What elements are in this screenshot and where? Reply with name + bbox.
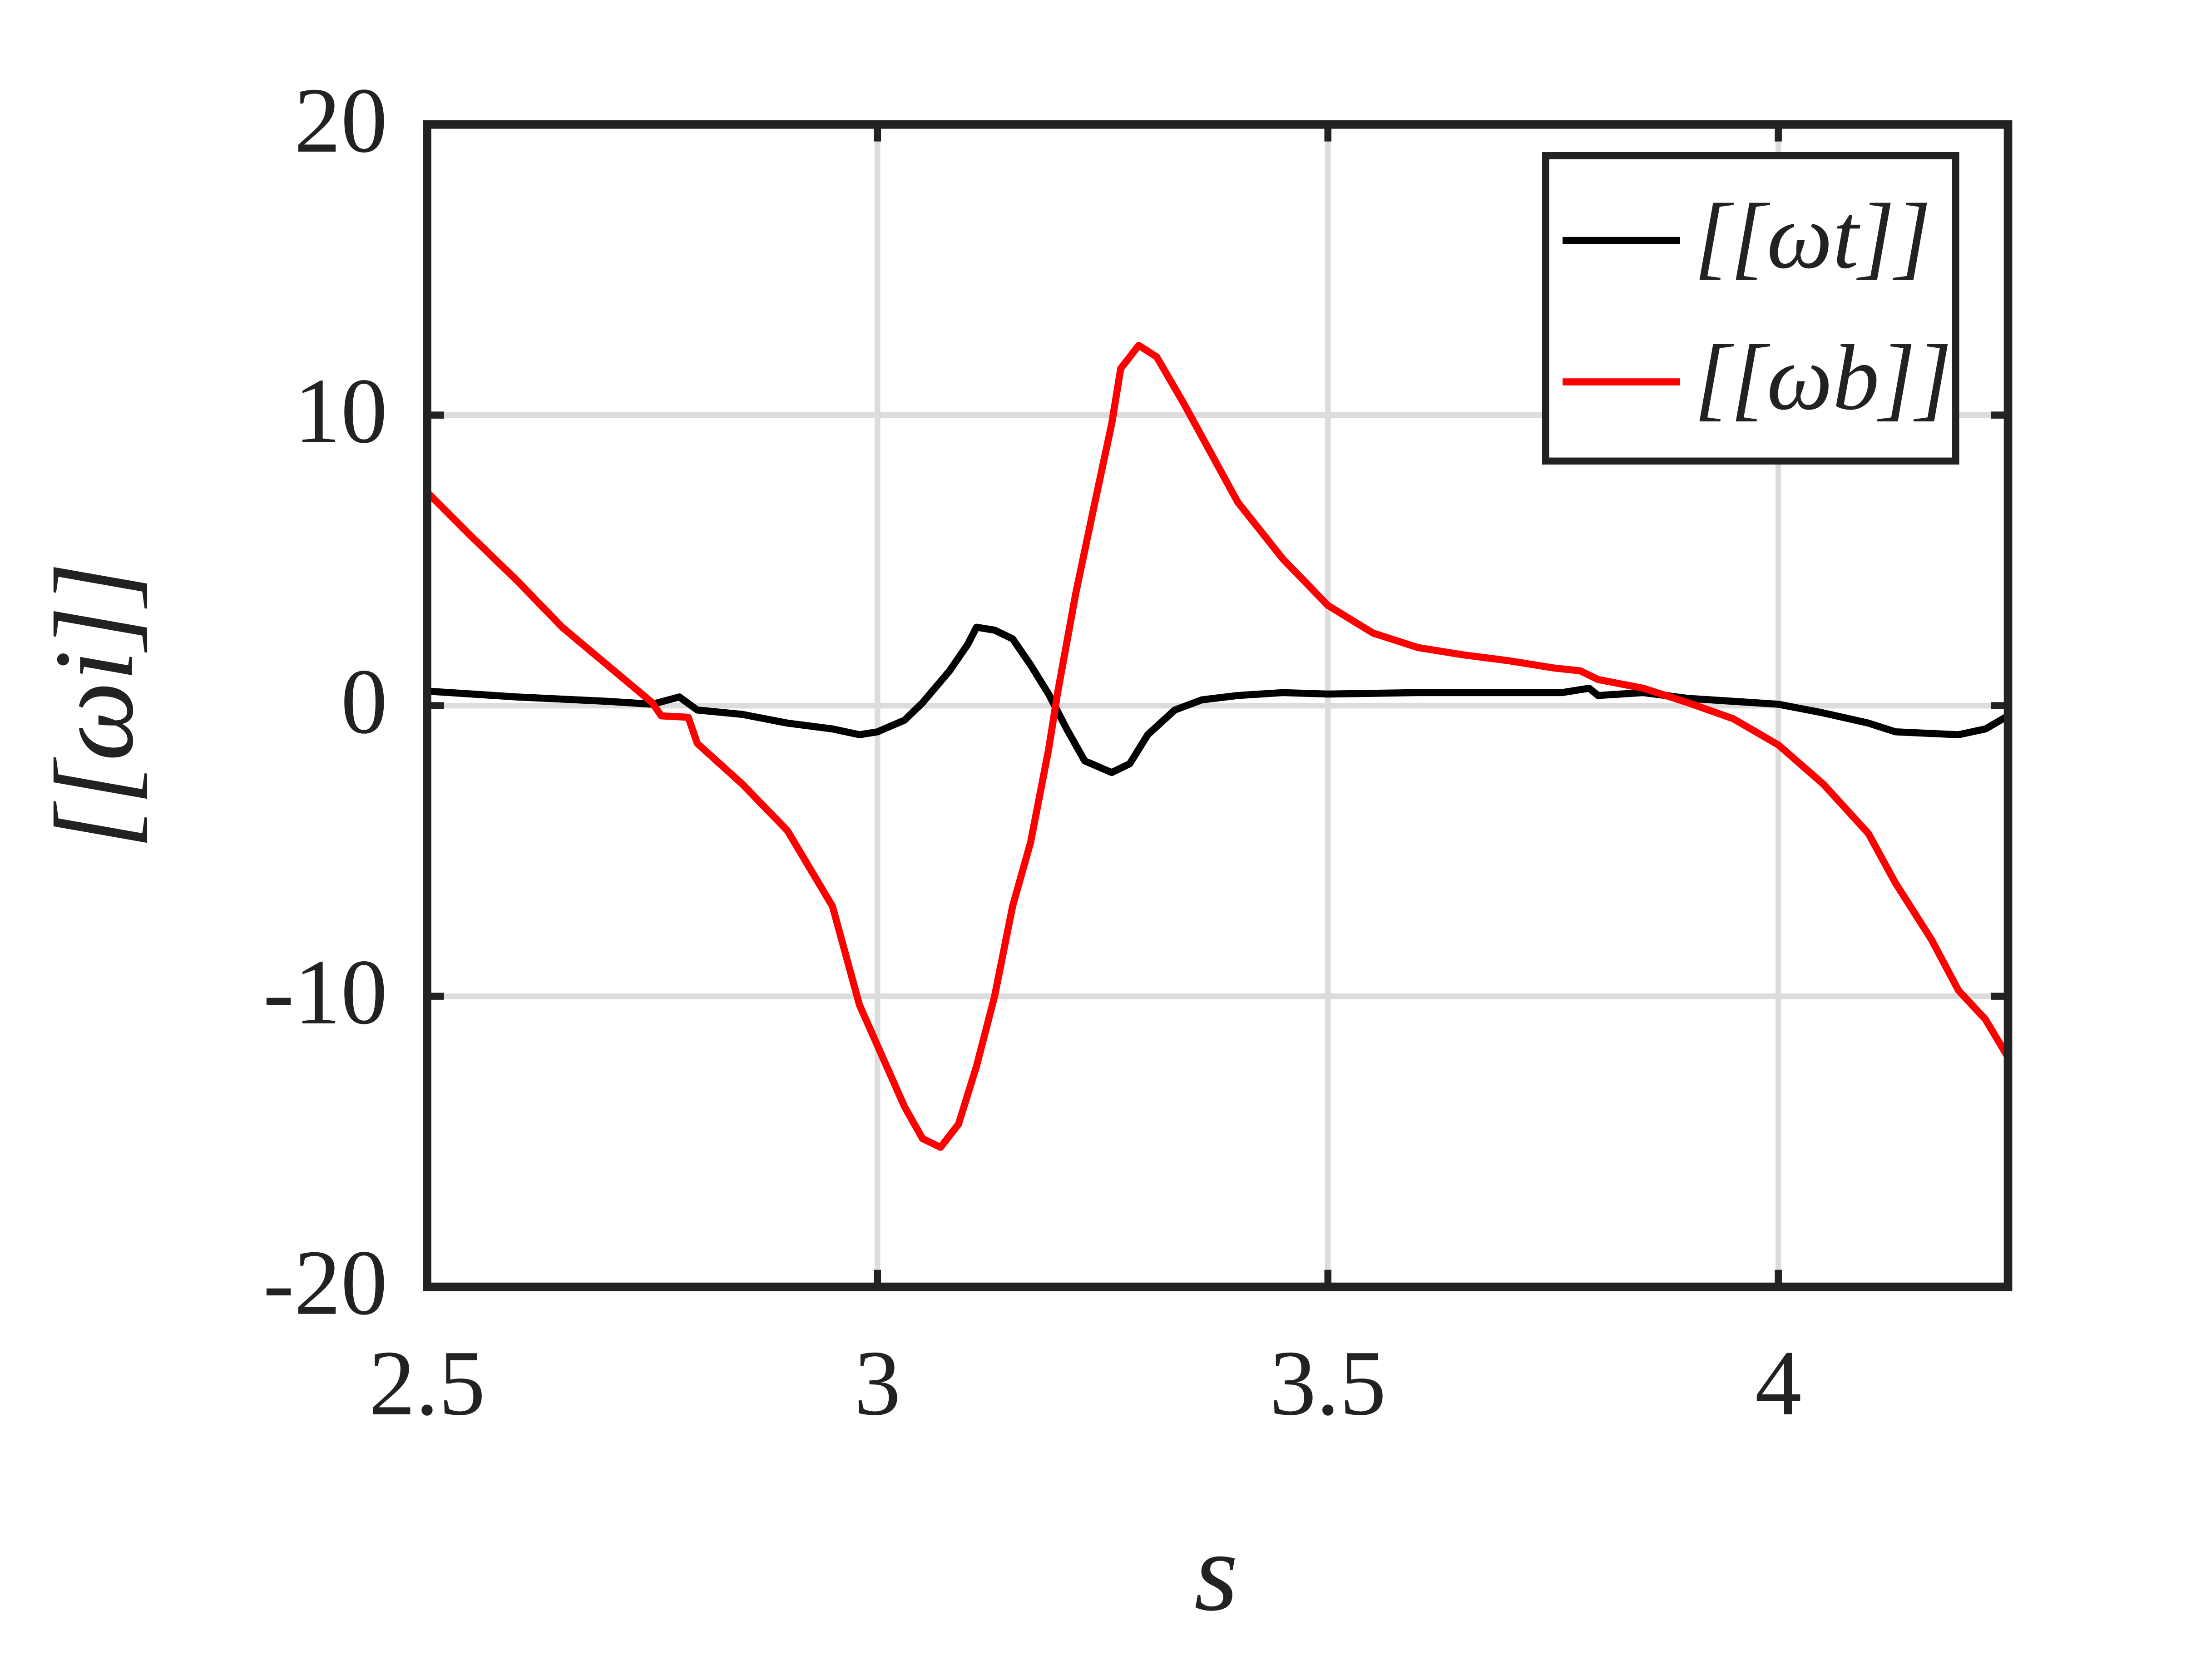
y-tick-label: -10 (263, 941, 387, 1044)
series-line (426, 623, 2010, 776)
series-line (424, 341, 2011, 1151)
plot-frame (423, 120, 2013, 1291)
x-tick-label: 3.5 (1270, 1332, 1386, 1435)
legend-label: [[ωb]] (1694, 326, 1952, 430)
y-tick-label: 10 (294, 360, 388, 463)
legend-box (1542, 152, 1959, 465)
legend-label: [[ωt]] (1694, 185, 1931, 288)
y-tick-label: 0 (341, 650, 387, 753)
y-tick-label: 20 (294, 69, 388, 172)
x-tick-label: 4 (1755, 1332, 1802, 1435)
y-axis-label: [[ωi]] (31, 562, 157, 850)
x-tick-label: 2.5 (369, 1332, 485, 1435)
y-tick-label: -20 (263, 1231, 387, 1334)
x-axis-label: s (1194, 1509, 1238, 1634)
x-tick-label: 3 (854, 1332, 901, 1435)
